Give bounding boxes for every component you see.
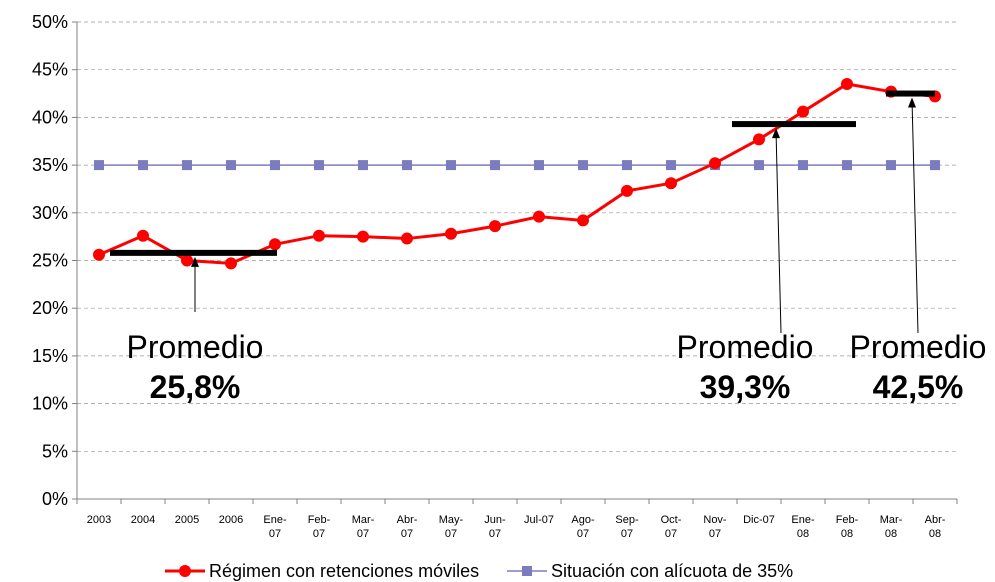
x-tick-label: 2006: [219, 514, 243, 526]
annotation-text: Promedio: [850, 329, 987, 365]
point: [358, 160, 368, 171]
y-tick-label: 20%: [32, 298, 68, 318]
x-tick-label: Mar-07: [352, 514, 375, 540]
point: [270, 160, 280, 171]
annotation-text: Promedio: [127, 329, 264, 365]
point: [886, 160, 896, 171]
y-tick-label: 45%: [32, 60, 68, 80]
series-line: [98, 82, 936, 265]
point: [841, 78, 853, 91]
legend-label: Situación con alícuota de 35%: [551, 561, 793, 581]
x-tick-label: Ago-07: [571, 514, 595, 540]
point: [94, 160, 104, 171]
legend-marker: [522, 566, 532, 576]
x-tick-label: May-07: [439, 514, 464, 540]
x-tick-label: Dic-07: [743, 514, 775, 526]
point: [930, 160, 940, 171]
point: [137, 229, 149, 242]
point: [577, 214, 589, 227]
y-tick-label: 25%: [32, 251, 68, 271]
x-tick-label: Nov-07: [703, 514, 727, 540]
arrow-head: [908, 97, 916, 108]
point: [534, 160, 544, 171]
average-bar: [732, 121, 856, 128]
point: [313, 229, 325, 242]
point: [225, 257, 237, 270]
x-tick-label: Feb-08: [836, 514, 859, 540]
y-tick-label: 35%: [32, 155, 68, 175]
x-tick-label: Oct-07: [661, 514, 682, 540]
y-tick-label: 0%: [42, 489, 68, 509]
x-tick-label: Sep-07: [615, 514, 639, 540]
y-tick-label: 5%: [42, 441, 68, 461]
point: [798, 160, 808, 171]
point: [401, 232, 413, 245]
point: [753, 133, 765, 146]
point: [622, 160, 632, 171]
point: [578, 160, 588, 171]
point: [402, 160, 412, 171]
point: [490, 160, 500, 171]
point: [182, 160, 192, 171]
y-tick-label: 50%: [32, 12, 68, 32]
legend-marker: [179, 565, 191, 577]
x-tick-label: Ene-08: [791, 514, 815, 540]
y-tick-label: 15%: [32, 346, 68, 366]
point: [93, 248, 105, 261]
point: [445, 227, 457, 240]
y-tick-label: 30%: [32, 203, 68, 223]
average-bar: [110, 249, 277, 256]
point: [138, 160, 148, 171]
x-tick-label: Ene-07: [263, 514, 287, 540]
arrow-head: [191, 256, 199, 267]
arrow-line: [775, 130, 782, 334]
point: [666, 160, 676, 171]
point: [489, 220, 501, 233]
point: [446, 160, 456, 171]
annotation-value: 39,3%: [700, 369, 791, 405]
point: [226, 160, 236, 171]
annotation-value: 42,5%: [873, 369, 964, 405]
point: [533, 210, 545, 223]
x-tick-label: Feb-07: [308, 514, 331, 540]
x-tick-label: 2004: [131, 514, 155, 526]
x-tick-label: 2005: [175, 514, 199, 526]
point: [754, 160, 764, 171]
x-tick-label: Abr-08: [925, 514, 946, 540]
annotation-value: 25,8%: [150, 369, 241, 405]
arrow-head: [772, 128, 780, 139]
average-bar: [886, 90, 935, 97]
point: [797, 105, 809, 118]
point: [665, 177, 677, 190]
y-tick-label: 40%: [32, 107, 68, 127]
x-tick-label: Jul-07: [524, 514, 554, 526]
annotation-text: Promedio: [677, 329, 814, 365]
legend-label: Régimen con retenciones móviles: [209, 561, 479, 581]
point: [357, 230, 369, 243]
point: [621, 184, 633, 197]
point: [314, 160, 324, 171]
x-tick-label: Jun-07: [484, 514, 506, 540]
point: [709, 157, 721, 170]
x-tick-label: Mar-08: [880, 514, 903, 540]
x-tick-label: 2003: [87, 514, 111, 526]
arrow-line: [911, 99, 919, 334]
y-tick-label: 10%: [32, 394, 68, 414]
point: [269, 238, 281, 251]
x-tick-label: Abr-07: [397, 514, 418, 540]
point: [842, 160, 852, 171]
point: [181, 254, 193, 267]
